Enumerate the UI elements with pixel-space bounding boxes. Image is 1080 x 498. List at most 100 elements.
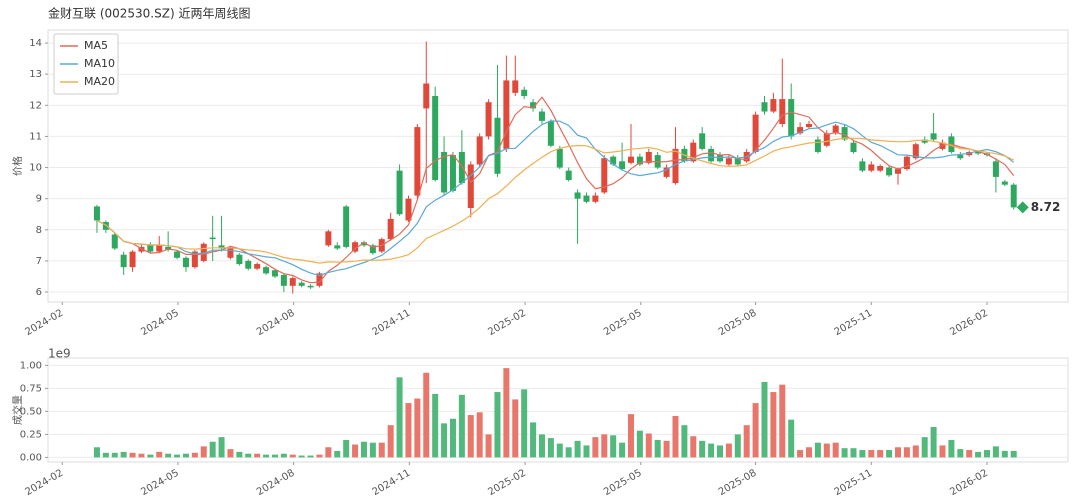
candle-body	[209, 237, 216, 240]
last-price-label: 8.72	[1031, 200, 1061, 214]
candle-body	[423, 83, 430, 109]
volume-bar	[530, 422, 537, 458]
candle-body	[129, 251, 136, 268]
candle-body	[405, 198, 412, 221]
volume-bar	[129, 452, 136, 458]
y-tick-label: 7	[36, 256, 42, 267]
volume-bar	[939, 445, 946, 458]
chart-title: 金财互联 (002530.SZ) 近两年周线图	[48, 6, 250, 21]
x-tick-label: 2024-05	[139, 308, 181, 338]
volume-bar	[832, 442, 839, 458]
volume-bar	[654, 439, 661, 458]
ma-line	[96, 137, 1014, 264]
candle-body	[716, 155, 723, 162]
candle-body	[930, 133, 937, 140]
volume-bar	[903, 447, 910, 458]
volume-bar	[458, 394, 465, 458]
x-tick-label: 2024-11	[371, 468, 413, 498]
candle-body	[245, 260, 252, 269]
candle-body	[1010, 184, 1017, 208]
candle-body	[601, 158, 608, 193]
candle-body	[868, 164, 875, 171]
volume-bar	[343, 439, 350, 458]
candle-body	[102, 222, 109, 230]
volume-bar	[948, 439, 955, 458]
candle-body	[877, 166, 884, 171]
volume-bar	[975, 451, 982, 458]
candle-body	[387, 218, 394, 240]
volume-bar	[236, 451, 243, 458]
candle-body	[352, 242, 359, 252]
volume-bar	[476, 412, 483, 458]
volume-bar	[734, 434, 741, 458]
candle-body	[805, 123, 812, 128]
candle-body	[334, 245, 341, 249]
candle-body	[699, 133, 706, 149]
volume-bar	[405, 403, 412, 458]
volume-bar	[120, 451, 127, 458]
volume-bar	[610, 435, 617, 458]
volume-bar	[298, 455, 305, 458]
ma-line	[96, 120, 1015, 277]
candle-body	[645, 151, 652, 163]
volume-bar	[432, 393, 439, 458]
volume-bar	[805, 447, 812, 458]
volume-bar	[601, 434, 608, 458]
volume-bar	[111, 452, 118, 458]
y-tick-label: 0.50	[20, 406, 42, 417]
volume-bar	[503, 368, 510, 458]
volume-bar	[877, 450, 884, 458]
x-tick-label: 2025-08	[717, 468, 759, 498]
legend: MA5 MA10 MA20	[53, 33, 119, 95]
candle-body	[263, 267, 270, 274]
y-tick-label: 8	[36, 225, 42, 236]
candle-body	[850, 142, 857, 152]
volume-bar	[387, 425, 394, 458]
candle-body	[663, 167, 670, 177]
volume-bar	[325, 447, 332, 458]
volume-bar	[521, 389, 528, 458]
candle-body	[770, 99, 777, 112]
x-tick-label: 2025-02	[486, 308, 528, 338]
candle-body	[449, 155, 456, 191]
candle-body	[583, 195, 590, 202]
volume-bar	[423, 372, 430, 458]
candle-body	[280, 274, 287, 286]
y-tick-label: 14	[29, 38, 42, 49]
volume-bar	[307, 455, 314, 458]
candle-body	[556, 148, 563, 168]
candle-body	[174, 251, 181, 258]
volume-bar	[369, 442, 376, 458]
volume-bar	[512, 399, 519, 458]
candle-body	[111, 234, 118, 249]
x-tick-label: 2024-08	[255, 468, 297, 498]
volume-bar	[209, 441, 216, 458]
volume-bar	[788, 419, 795, 458]
volume-bar	[841, 448, 848, 458]
y-tick-label: 0.00	[20, 452, 42, 463]
volume-bar	[494, 392, 501, 458]
volume-bar	[886, 450, 893, 458]
candle-body	[761, 102, 768, 112]
y-tick-label: 1.00	[20, 360, 42, 371]
y-tick-label: 11	[29, 131, 42, 142]
candle-body	[369, 245, 376, 254]
x-tick-label: 2026-02	[948, 468, 990, 498]
volume-bar	[93, 447, 100, 458]
candle-body	[93, 206, 100, 221]
candle-body	[476, 136, 483, 165]
volume-bar	[352, 444, 359, 458]
volume-bar	[752, 403, 759, 458]
volume-bar	[156, 451, 163, 458]
candle-body	[494, 117, 501, 174]
candle-body	[156, 245, 163, 252]
candle-body	[316, 273, 323, 286]
volume-bar	[547, 438, 554, 458]
candle-body	[992, 161, 999, 177]
candle-body	[227, 248, 234, 258]
volume-bar	[868, 450, 875, 458]
x-tick-label: 2024-05	[139, 468, 181, 498]
x-tick-label: 2024-08	[255, 308, 297, 338]
candle-body	[503, 80, 510, 149]
